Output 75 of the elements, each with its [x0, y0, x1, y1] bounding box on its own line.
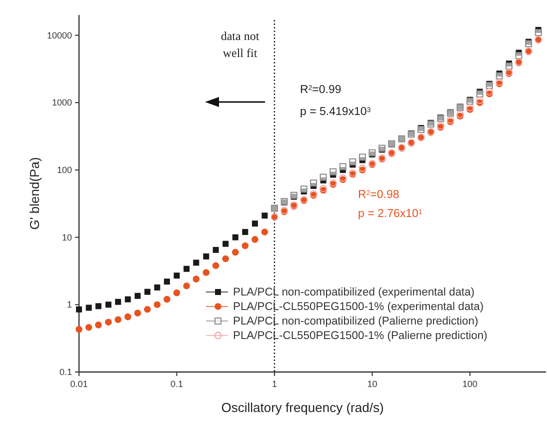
point — [144, 288, 150, 295]
annotation: p = 2.76x10$^{1}$ — [358, 208, 422, 220]
point — [85, 324, 92, 331]
y-tick-label: 1 — [66, 300, 72, 310]
point — [95, 303, 102, 310]
point — [105, 302, 112, 308]
point — [173, 289, 180, 296]
point — [124, 296, 131, 302]
point — [76, 326, 82, 333]
point — [124, 313, 132, 320]
point — [330, 172, 336, 178]
y-axis-title: G' blend(Pa) — [27, 157, 42, 230]
point — [516, 50, 522, 56]
point — [144, 306, 151, 313]
point — [252, 236, 258, 243]
point — [134, 292, 141, 299]
point — [183, 282, 190, 290]
annotation: p = 5.419x10$^{3}$ — [300, 106, 371, 118]
x-tick-label: 1 — [272, 379, 277, 389]
point — [340, 166, 346, 173]
point — [154, 284, 160, 290]
point — [174, 272, 180, 279]
legend-label: PLA/PCL non-compatibilized (Palierne prediction) — [233, 316, 478, 328]
x-tick-label: 0.1 — [170, 379, 183, 389]
y-tick-label: 10 — [62, 232, 72, 242]
point — [232, 248, 239, 256]
point — [300, 188, 307, 194]
point — [86, 304, 92, 311]
point — [202, 269, 210, 276]
point — [242, 228, 248, 235]
point — [203, 253, 210, 260]
point — [105, 318, 112, 326]
point — [192, 276, 200, 282]
point — [222, 240, 229, 247]
annotation: R$^{2}$=0.98 — [358, 189, 400, 201]
legend-label: PLA/PCL-CL550PEG1500-1% (Palierne prediction) — [233, 330, 488, 342]
point — [476, 88, 483, 95]
x-tick-label: 10 — [367, 379, 378, 389]
legend-label: PLA/PCL-CL550PEG1500-1% (experimental data) — [233, 301, 484, 313]
point — [164, 296, 170, 303]
y-tick-label: 100 — [56, 164, 72, 175]
point — [506, 60, 512, 67]
point — [535, 26, 542, 33]
point — [115, 298, 122, 305]
y-tick-label: 0.1 — [59, 367, 72, 377]
point — [212, 246, 219, 253]
x-axis-title: Oscillatory frequency (rad/s) — [221, 400, 384, 415]
point — [526, 38, 532, 45]
x-tick-label: 0.01 — [70, 379, 88, 389]
point — [134, 310, 142, 316]
point — [95, 322, 102, 328]
y-tick-label: 1000 — [52, 98, 72, 108]
point — [212, 262, 220, 270]
point — [261, 228, 268, 236]
x-tick-label: 100 — [462, 379, 478, 389]
point — [320, 177, 326, 184]
point — [184, 266, 190, 272]
point — [310, 182, 317, 189]
point — [154, 301, 161, 308]
point — [193, 260, 200, 266]
point — [496, 70, 502, 77]
point — [114, 316, 122, 323]
point — [76, 306, 82, 312]
point — [350, 162, 356, 168]
annotation: R$^{2}$=0.99 — [300, 84, 342, 96]
point — [242, 242, 249, 250]
point — [252, 220, 258, 227]
point — [232, 234, 238, 240]
y-tick-label: 10000 — [46, 30, 72, 40]
annotation: data not well fit — [220, 29, 260, 60]
point — [222, 255, 229, 262]
legend-label: PLA/PCL non-compatibilized (experimental data) — [233, 286, 475, 298]
point — [359, 157, 366, 164]
point — [164, 278, 170, 285]
point — [262, 212, 268, 219]
